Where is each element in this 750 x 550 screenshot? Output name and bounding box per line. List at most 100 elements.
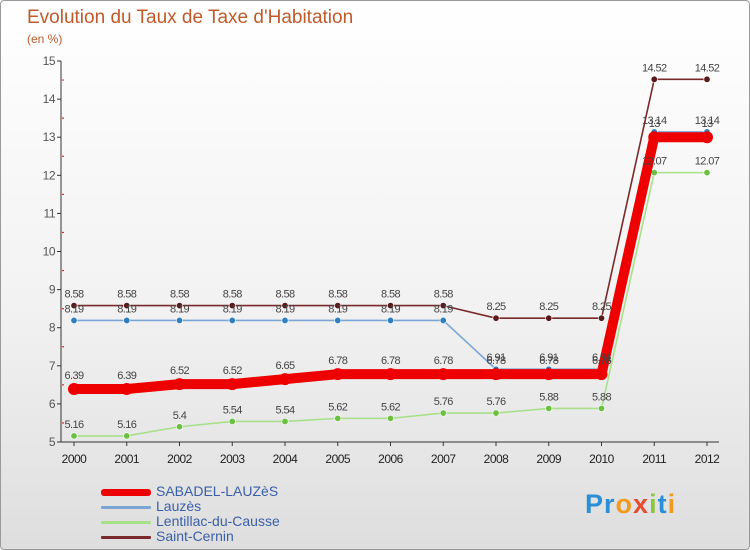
data-label: 6.91 xyxy=(486,352,505,364)
data-point xyxy=(542,368,555,381)
x-tick-label: 2002 xyxy=(167,452,193,466)
data-point xyxy=(334,414,342,422)
legend-swatch xyxy=(101,521,151,524)
data-label: 8.58 xyxy=(381,289,400,301)
logo-letter: x xyxy=(633,489,650,519)
y-tick-label: 7 xyxy=(49,359,56,373)
data-point xyxy=(281,316,289,324)
data-point xyxy=(68,383,80,396)
data-point xyxy=(437,368,450,381)
data-point xyxy=(228,302,236,310)
data-label: 6.78 xyxy=(381,355,400,367)
data-point xyxy=(281,302,289,310)
legend-swatch xyxy=(101,489,151,496)
data-point xyxy=(703,75,711,83)
data-label: 6.52 xyxy=(170,365,189,377)
legend-label: Saint-Cernin xyxy=(156,528,234,544)
data-point xyxy=(123,302,131,310)
data-label: 5.76 xyxy=(434,396,453,408)
data-point xyxy=(331,368,344,381)
y-tick-label: 8 xyxy=(49,321,56,335)
data-point xyxy=(384,368,397,381)
data-label: 6.78 xyxy=(539,355,558,367)
legend-swatch xyxy=(101,506,151,509)
data-label: 8.19 xyxy=(381,303,400,315)
data-label: 6.78 xyxy=(434,355,453,367)
data-label: 14.52 xyxy=(695,62,720,74)
y-tick-label: 6 xyxy=(49,397,56,411)
data-point xyxy=(70,302,78,310)
axes: 5 6 7 8 9 10 11 12 13 14 15 2000 2001 2002 2003 2004 200… xyxy=(43,54,721,466)
data-label: 8.19 xyxy=(170,303,189,315)
series-line xyxy=(74,78,707,319)
data-point xyxy=(281,417,289,425)
logo-letter: i xyxy=(667,489,677,519)
data-point xyxy=(492,409,500,417)
x-tick-label: 2006 xyxy=(378,452,404,466)
x-tick-label: 2003 xyxy=(220,452,246,466)
data-label: 6.39 xyxy=(64,370,83,382)
data-point xyxy=(439,302,447,310)
data-label: 13.14 xyxy=(695,115,720,127)
data-label: 8.19 xyxy=(328,303,347,315)
data-label: 6.78 xyxy=(486,355,505,367)
x-tick-label: 2012 xyxy=(695,452,721,466)
data-point xyxy=(701,131,713,144)
x-tick-label: 2007 xyxy=(431,452,457,466)
data-point xyxy=(176,316,184,324)
data-point xyxy=(279,373,291,386)
series-layer xyxy=(68,75,713,440)
data-label: 5.16 xyxy=(64,419,83,431)
y-tick-label: 11 xyxy=(44,206,56,220)
data-label: 8.19 xyxy=(64,303,83,315)
chart-title: Evolution du Taux de Taxe d'Habitation xyxy=(27,7,354,28)
data-label: 8.58 xyxy=(275,289,294,301)
data-label: 8.19 xyxy=(275,303,294,315)
data-point xyxy=(650,75,658,83)
data-label: 14.52 xyxy=(642,62,667,74)
logo-letter: i xyxy=(649,489,658,519)
data-point xyxy=(176,423,184,431)
data-point xyxy=(648,131,661,144)
data-point xyxy=(123,432,131,440)
data-point xyxy=(70,432,78,440)
series-line xyxy=(69,132,712,395)
logo-letter: o xyxy=(615,489,634,519)
data-label: 8.58 xyxy=(223,289,242,301)
x-tick-label: 2000 xyxy=(62,452,88,466)
data-point xyxy=(597,404,605,412)
logo-letter: r xyxy=(604,489,616,519)
data-point xyxy=(386,414,394,422)
data-label: 6.39 xyxy=(117,370,136,382)
data-point xyxy=(173,378,186,391)
data-point xyxy=(439,409,447,417)
y-tick-label: 5 xyxy=(49,435,56,449)
y-tick-label: 10 xyxy=(43,245,56,259)
data-point xyxy=(386,316,394,324)
data-label: 5.54 xyxy=(223,404,242,416)
y-tick-label: 13 xyxy=(43,130,56,144)
data-label: 5.62 xyxy=(381,401,400,413)
legend-label: SABADEL-LAUZèS xyxy=(156,483,279,499)
data-label: 12.07 xyxy=(642,156,667,168)
data-point xyxy=(334,302,342,310)
data-point xyxy=(334,316,342,324)
data-label: 6.78 xyxy=(328,355,347,367)
data-label: 8.58 xyxy=(328,289,347,301)
data-point xyxy=(439,316,447,324)
data-point xyxy=(176,302,184,310)
legend-label: Lentillac-du-Causse xyxy=(156,513,280,529)
data-point xyxy=(595,368,608,381)
data-point xyxy=(650,169,658,177)
data-label: 5.4 xyxy=(173,410,187,422)
data-label: 8.25 xyxy=(486,301,505,313)
data-label: 8.25 xyxy=(539,301,558,313)
x-tick-label: 2005 xyxy=(325,452,351,466)
logo-letter: P xyxy=(585,489,605,519)
data-label: 8.19 xyxy=(117,303,136,315)
data-label: 5.16 xyxy=(117,419,136,431)
data-point xyxy=(228,316,236,324)
data-point xyxy=(545,314,553,322)
